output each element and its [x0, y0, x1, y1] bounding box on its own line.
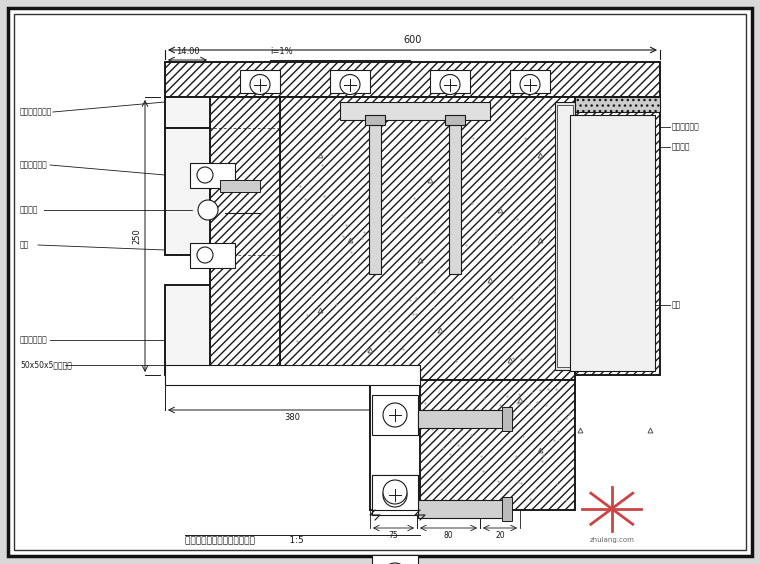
- Text: 混水工程处理: 混水工程处理: [672, 122, 700, 131]
- Bar: [365, 115, 385, 125]
- Bar: [190, 163, 235, 188]
- Text: 600: 600: [404, 35, 422, 45]
- Text: 20: 20: [496, 531, 505, 540]
- Text: 14.00: 14.00: [176, 47, 199, 56]
- Text: 油漆断件: 油漆断件: [20, 205, 39, 214]
- Bar: [330, 70, 370, 93]
- Bar: [165, 128, 210, 255]
- Bar: [220, 180, 260, 192]
- Circle shape: [383, 563, 407, 564]
- Bar: [575, 97, 660, 375]
- Bar: [445, 115, 465, 125]
- Text: 磁砖饰面: 磁砖饰面: [672, 143, 691, 152]
- Bar: [575, 97, 660, 112]
- Bar: [372, 555, 418, 564]
- Text: 250: 250: [132, 228, 141, 244]
- Text: 50x50x5镀锌角钢: 50x50x5镀锌角钢: [20, 360, 72, 369]
- Bar: [190, 243, 235, 268]
- Text: 380: 380: [284, 413, 300, 422]
- Text: zhulang.com: zhulang.com: [589, 537, 635, 543]
- Bar: [340, 102, 490, 120]
- Bar: [372, 395, 418, 435]
- Bar: [410, 380, 575, 510]
- Text: 不锈钢干挂件: 不锈钢干挂件: [20, 161, 48, 170]
- Text: i=1%: i=1%: [270, 47, 293, 56]
- Bar: [502, 497, 512, 521]
- Bar: [369, 119, 381, 274]
- Text: 75: 75: [388, 531, 398, 540]
- Bar: [449, 119, 461, 274]
- Text: 某干挂石材线条节点构造详图            1:5: 某干挂石材线条节点构造详图 1:5: [185, 535, 304, 544]
- Bar: [165, 97, 210, 128]
- Circle shape: [250, 74, 270, 95]
- Bar: [372, 475, 418, 510]
- Circle shape: [520, 74, 540, 95]
- Bar: [165, 285, 210, 375]
- Text: 石材平顶板角线: 石材平顶板角线: [20, 108, 52, 117]
- Circle shape: [197, 247, 213, 263]
- Text: 80: 80: [444, 531, 453, 540]
- Bar: [502, 407, 512, 431]
- Bar: [430, 70, 470, 93]
- Bar: [372, 475, 418, 515]
- Bar: [370, 380, 420, 510]
- Bar: [557, 105, 573, 367]
- Text: 不锈钢干挂件: 不锈钢干挂件: [20, 336, 48, 345]
- Bar: [510, 70, 550, 93]
- Bar: [165, 365, 420, 385]
- Circle shape: [383, 403, 407, 427]
- Bar: [570, 115, 655, 371]
- Bar: [418, 410, 508, 428]
- Bar: [210, 97, 280, 375]
- Circle shape: [440, 74, 460, 95]
- Circle shape: [383, 483, 407, 507]
- Text: 膨钉: 膨钉: [672, 301, 681, 310]
- Bar: [418, 500, 508, 518]
- Circle shape: [383, 480, 407, 504]
- Circle shape: [340, 74, 360, 95]
- Bar: [165, 62, 660, 97]
- Bar: [240, 70, 280, 93]
- Circle shape: [198, 200, 218, 220]
- Circle shape: [197, 167, 213, 183]
- Bar: [555, 102, 575, 370]
- Text: 石材: 石材: [20, 240, 29, 249]
- Bar: [280, 97, 575, 380]
